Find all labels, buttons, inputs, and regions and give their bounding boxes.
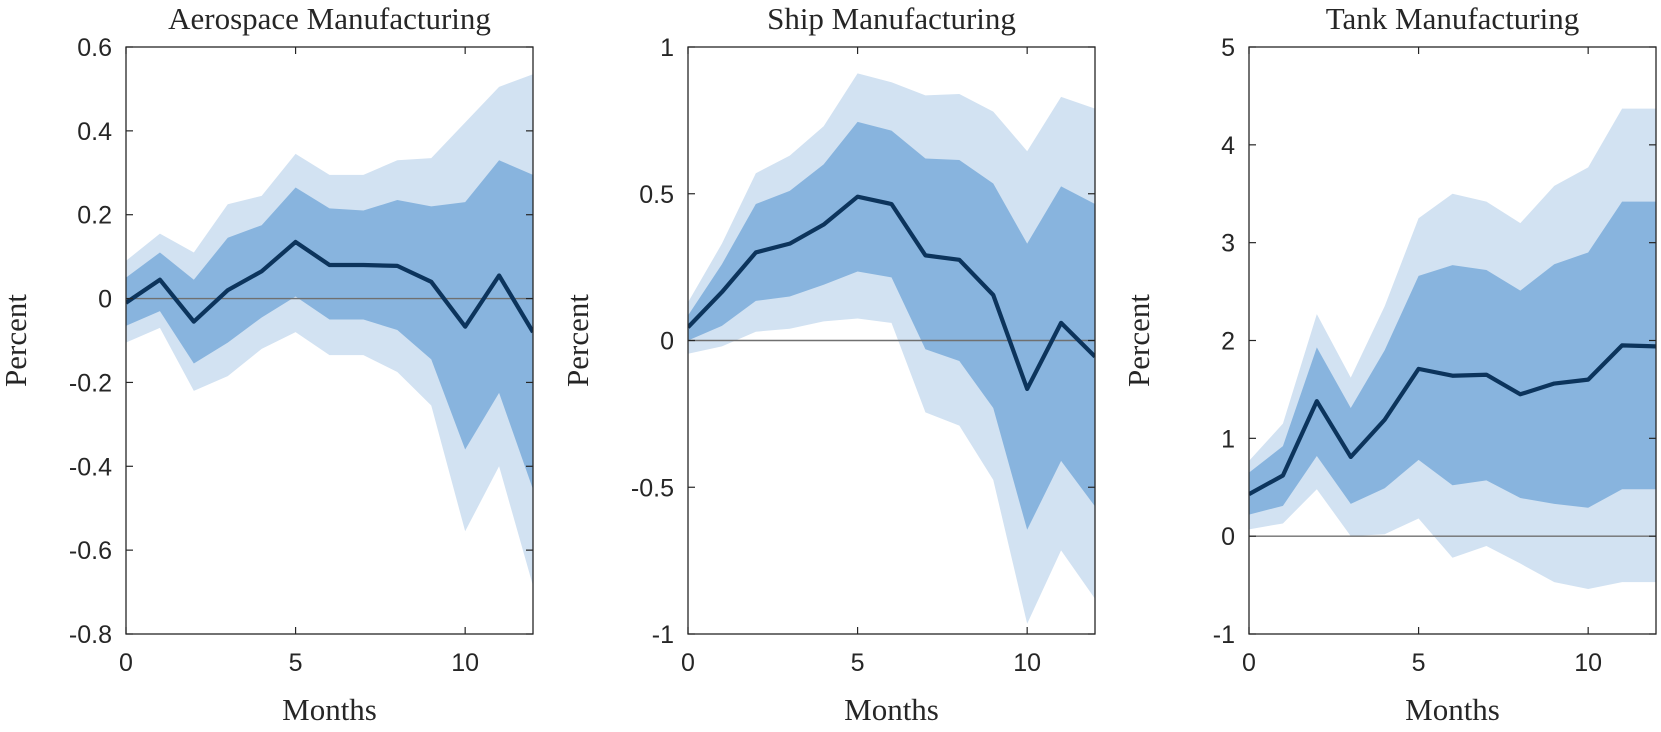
x-tick-label: 5 — [851, 649, 865, 677]
x-tick-label: 5 — [1412, 649, 1426, 677]
y-tick-label: -0.4 — [69, 453, 112, 481]
y-axis-label-aerospace: Percent — [0, 294, 33, 387]
y-tick-label: 0 — [660, 328, 674, 356]
chart-title-aerospace: Aerospace Manufacturing — [168, 1, 491, 36]
y-tick-label: 0.4 — [77, 118, 112, 146]
y-tick-label: -1 — [652, 621, 674, 649]
x-tick-label: 10 — [1574, 649, 1602, 677]
x-tick-label: 5 — [289, 649, 303, 677]
y-tick-label: 2 — [1221, 328, 1235, 356]
y-axis-label-tank: Percent — [1121, 294, 1156, 387]
y-tick-label: 0.5 — [639, 181, 674, 209]
y-tick-label: -0.6 — [69, 537, 112, 565]
y-tick-label: -0.5 — [631, 474, 674, 502]
y-tick-label: -0.2 — [69, 369, 112, 397]
panel-aerospace: 0.60.40.20-0.2-0.4-0.6-0.80 5 10Aerospace … — [0, 1, 534, 727]
median-line-aerospace — [126, 239, 533, 334]
x-tick-label: 0 — [119, 649, 133, 677]
y-tick-label: 5 — [1221, 34, 1235, 62]
y-tick-label: 0.6 — [77, 34, 112, 62]
y-tick-label: -0.8 — [69, 621, 112, 649]
x-axis-label-aerospace: Months — [282, 692, 377, 727]
chart-title-tank: Tank Manufacturing — [1326, 1, 1580, 36]
inner-confidence-band-aerospace — [126, 160, 533, 490]
x-tick-label: 10 — [451, 649, 479, 677]
plot-area-tank — [1249, 108, 1656, 589]
median-line-tank — [1249, 343, 1656, 496]
y-tick-label: 4 — [1221, 132, 1235, 160]
outer-confidence-band-aerospace — [126, 74, 533, 586]
chart-title-ship: Ship Manufacturing — [767, 1, 1016, 36]
x-tick-label: 0 — [681, 649, 695, 677]
x-axis-label-ship: Months — [844, 692, 939, 727]
y-tick-label: 0 — [1221, 523, 1235, 551]
y-tick-label: 1 — [1221, 425, 1235, 453]
x-axis-label-tank: Months — [1405, 692, 1500, 727]
plot-area-ship — [688, 73, 1095, 624]
y-tick-label: 0.2 — [77, 202, 112, 230]
inner-confidence-band-tank — [1249, 201, 1656, 515]
y-tick-label: 3 — [1221, 230, 1235, 258]
y-axis-label-ship: Percent — [560, 294, 595, 387]
plot-area-aerospace — [126, 74, 533, 586]
y-tick-label: -1 — [1213, 621, 1235, 649]
y-tick-label: 1 — [660, 34, 674, 62]
median-line-ship — [688, 194, 1095, 392]
y-tick-label: 0 — [98, 286, 112, 314]
x-tick-label: 0 — [1242, 649, 1256, 677]
x-tick-label: 10 — [1013, 649, 1041, 677]
axes-box-aerospace — [125, 46, 534, 635]
inner-confidence-band-ship — [688, 121, 1095, 530]
